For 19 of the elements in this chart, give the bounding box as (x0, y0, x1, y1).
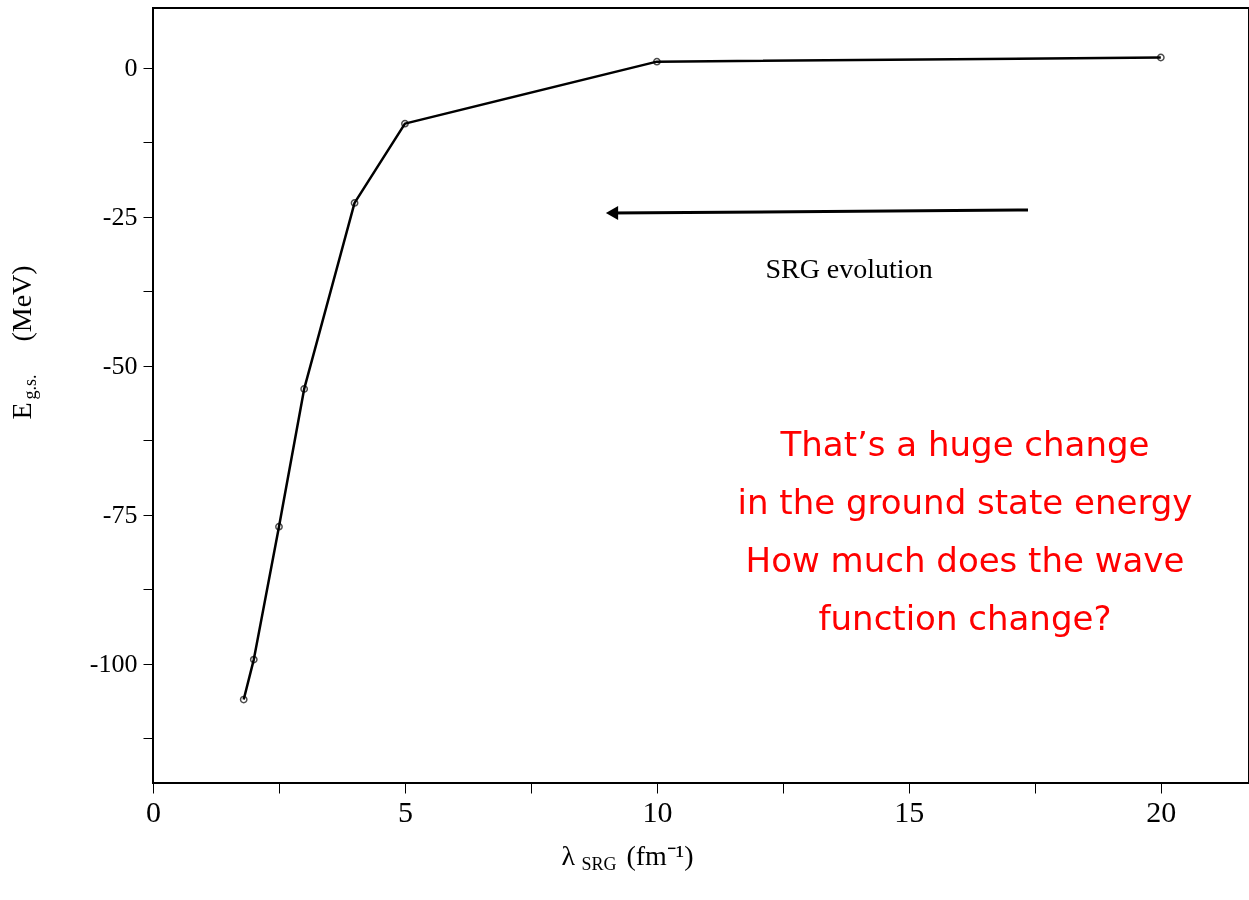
point (249, 655, 258, 664)
annotation: SRG evolution (765, 253, 933, 284)
y-tick-label: -50 (102, 351, 138, 381)
point (350, 199, 359, 207)
y-tick-label: -100 (89, 649, 138, 679)
x-tick-label: 5 (397, 794, 413, 828)
point (401, 119, 409, 128)
text: Eg.s. (MeV) (6, 265, 40, 420)
x-tick-label: 20 (1146, 794, 1177, 828)
y-tick-label: -25 (102, 202, 138, 232)
x-tick-label: 10 (642, 794, 673, 828)
x-tick-label: 0 (146, 794, 161, 828)
x-tick-label: 15 (894, 794, 925, 828)
point (300, 385, 309, 393)
y-tick-label: 0 (124, 53, 138, 83)
y-tick-label: -75 (102, 500, 138, 530)
point (653, 57, 661, 66)
point (275, 522, 283, 531)
annotation: That’s a huge change in the ground state energy How much does the wave function change? (737, 424, 1193, 638)
